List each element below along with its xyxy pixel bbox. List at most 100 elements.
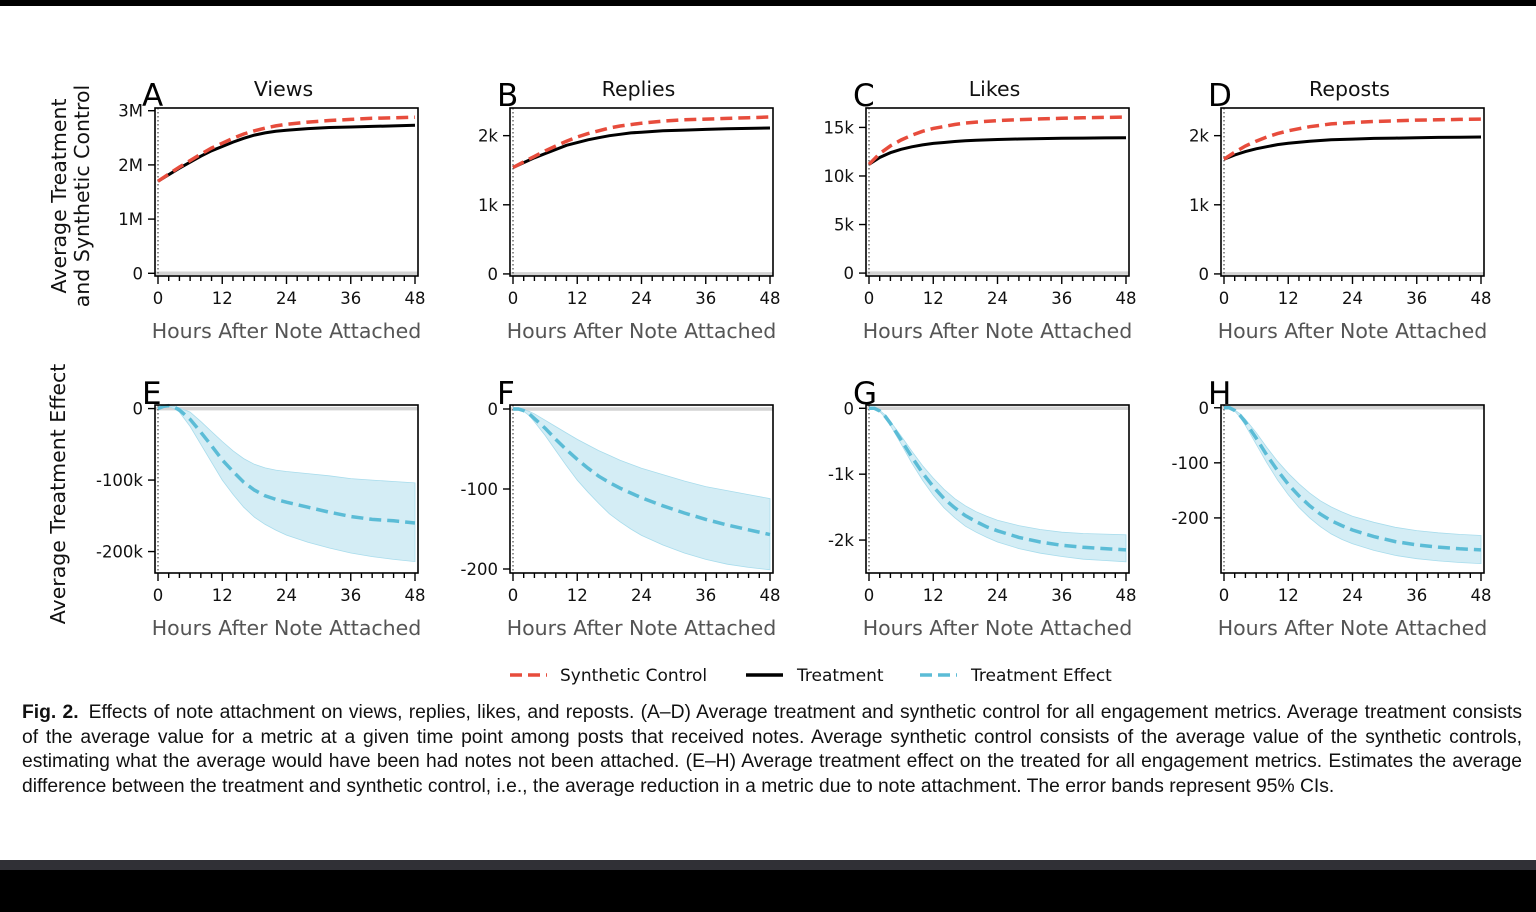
panel-f: 0 12 24 36 48 0 -100 -200 Hours After Note Attac… — [461, 376, 781, 640]
panel-f-x-tick-label: 24 — [631, 586, 652, 605]
panel-d-x-tick-label: 24 — [1342, 289, 1363, 308]
plot-frame — [1220, 107, 1485, 277]
panel-h-y-tick-label: -200 — [1172, 509, 1209, 528]
panel-h-x-tick-label: 36 — [1406, 586, 1427, 605]
panel-b-x-tick-label: 0 — [508, 289, 519, 308]
figure-caption: Fig. 2. Effects of note attachment on vie… — [22, 701, 1522, 799]
panel-c-x-tick-label: 36 — [1051, 289, 1072, 308]
panel-a-x-tick-label: 36 — [340, 289, 361, 308]
panel-e-y-tick-label: -100k — [96, 471, 143, 490]
plot-frame — [509, 107, 774, 277]
confidence-band — [157, 405, 416, 563]
panel-c: 0 12 24 36 48 0 5k 10k 15k Hours After Note Attac… — [823, 77, 1136, 343]
panel-h-x-tick-label: 12 — [1278, 586, 1299, 605]
panel-h-y-tick-label: -100 — [1172, 454, 1209, 473]
panel-g-x-axis-label: Hours After Note Attached — [863, 616, 1133, 640]
panel-letter: C — [853, 78, 875, 114]
panel-c-y-tick-label: 15k — [823, 118, 854, 137]
panel-c-y-tick-label: 5k — [834, 216, 854, 235]
legend-label: Synthetic Control — [560, 666, 707, 686]
panel-c-x-tick-label: 12 — [923, 289, 944, 308]
panel-title: Replies — [602, 77, 676, 101]
plot-frame — [154, 107, 419, 277]
plot-frame — [1220, 404, 1485, 574]
panel-g: 0 12 24 36 48 0 -1k -2k Hours After Note Attache… — [828, 376, 1137, 640]
treatment-line — [1223, 135, 1482, 161]
panel-b-x-axis-label: Hours After Note Attached — [507, 319, 777, 343]
confidence-band — [1224, 407, 1482, 565]
panel-a-x-axis-label: Hours After Note Attached — [152, 319, 422, 343]
panel-h-x-tick-label: 0 — [1219, 586, 1230, 605]
panel-g-x-tick-label: 36 — [1051, 586, 1072, 605]
panel-b-x-tick-label: 24 — [631, 289, 652, 308]
panel-letter: A — [142, 78, 163, 114]
panel-a-x-tick-label: 0 — [153, 289, 164, 308]
panel-h-y-tick-label: 0 — [1199, 399, 1210, 418]
panel-h-x-tick-label: 48 — [1471, 586, 1492, 605]
panel-g-y-tick-label: 0 — [844, 399, 855, 418]
synthetic-control-line — [512, 115, 771, 170]
treatment-line — [868, 136, 1127, 166]
panel-d-y-tick-label: 0 — [1199, 265, 1210, 284]
panel-f-x-tick-label: 0 — [508, 586, 519, 605]
panel-d-x-tick-label: 48 — [1471, 289, 1492, 308]
panel-e: 0 12 24 36 48 0 -100k -200k Hours After Note Att… — [96, 376, 426, 640]
panel-d-y-tick-label: 2k — [1189, 127, 1209, 146]
panel-d-x-tick-label: 36 — [1406, 289, 1427, 308]
plot-frame — [865, 107, 1130, 277]
panel-letter: G — [853, 376, 877, 412]
y-axis-label-top-line2: and Synthetic Control — [70, 85, 94, 308]
panel-g-x-tick-label: 48 — [1116, 586, 1137, 605]
panel-b-y-tick-label: 1k — [478, 196, 498, 215]
panel-d: 0 12 24 36 48 0 1k 2k Hours After Note Attached D… — [1189, 77, 1492, 343]
panel-e-x-axis-label: Hours After Note Attached — [152, 616, 422, 640]
panel-f-x-tick-label: 48 — [760, 586, 781, 605]
panel-h-x-tick-label: 24 — [1342, 586, 1363, 605]
panel-a-y-tick-label: 1M — [118, 210, 143, 229]
treatment-line — [512, 126, 771, 169]
panel-f-x-tick-label: 36 — [695, 586, 716, 605]
panel-c-y-tick-label: 0 — [844, 264, 855, 283]
legend-label: Treatment — [796, 666, 884, 686]
synthetic-control-line — [157, 115, 416, 183]
plot-frame — [509, 404, 774, 574]
panel-e-x-tick-label: 0 — [153, 586, 164, 605]
panel-f-y-tick-label: -100 — [461, 480, 498, 499]
panel-e-x-tick-label: 24 — [276, 586, 297, 605]
panel-f-x-axis-label: Hours After Note Attached — [507, 616, 777, 640]
panel-letter: H — [1208, 376, 1231, 412]
panel-e-y-tick-label: 0 — [133, 400, 144, 419]
panel-d-x-tick-label: 0 — [1219, 289, 1230, 308]
confidence-band — [869, 407, 1127, 563]
panel-g-x-tick-label: 12 — [923, 586, 944, 605]
panel-h-x-axis-label: Hours After Note Attached — [1218, 616, 1488, 640]
treatment-effect-line — [869, 406, 1127, 552]
panel-letter: F — [497, 376, 515, 412]
y-axis-label-top-line1: Average Treatment — [47, 98, 71, 293]
legend-label: Treatment Effect — [970, 666, 1112, 686]
panel-c-x-tick-label: 0 — [864, 289, 875, 308]
panel-title: Reposts — [1309, 77, 1390, 101]
caption-text: Effects of note attachment on views, rep… — [22, 702, 1522, 797]
panel-e-y-tick-label: -200k — [96, 543, 143, 562]
panel-b-x-tick-label: 36 — [695, 289, 716, 308]
panel-a-x-tick-label: 12 — [212, 289, 233, 308]
y-axis-label-top: Average Treatmentand Synthetic Control — [47, 85, 94, 308]
panel-letter: E — [142, 376, 162, 412]
panel-c-y-tick-label: 10k — [823, 167, 854, 186]
panel-b-x-tick-label: 12 — [567, 289, 588, 308]
panel-c-x-tick-label: 48 — [1116, 289, 1137, 308]
treatment-effect-line — [157, 403, 416, 525]
panel-letter: D — [1208, 78, 1232, 114]
panel-e-x-tick-label: 36 — [340, 586, 361, 605]
panel-g-y-tick-label: -1k — [828, 465, 854, 484]
panel-f-x-tick-label: 12 — [567, 586, 588, 605]
panel-c-x-tick-label: 24 — [987, 289, 1008, 308]
panel-e-x-tick-label: 48 — [405, 586, 426, 605]
figure-page: 0 12 24 36 48 0 1M 2M 3M Hours After Note Attache… — [0, 6, 1536, 860]
panel-d-x-axis-label: Hours After Note Attached — [1218, 319, 1488, 343]
panel-g-y-tick-label: -2k — [828, 531, 854, 550]
synthetic-control-line — [867, 115, 1127, 166]
panel-a: 0 12 24 36 48 0 1M 2M 3M Hours After Note Attache… — [118, 77, 425, 343]
panel-b-y-tick-label: 0 — [488, 265, 499, 284]
